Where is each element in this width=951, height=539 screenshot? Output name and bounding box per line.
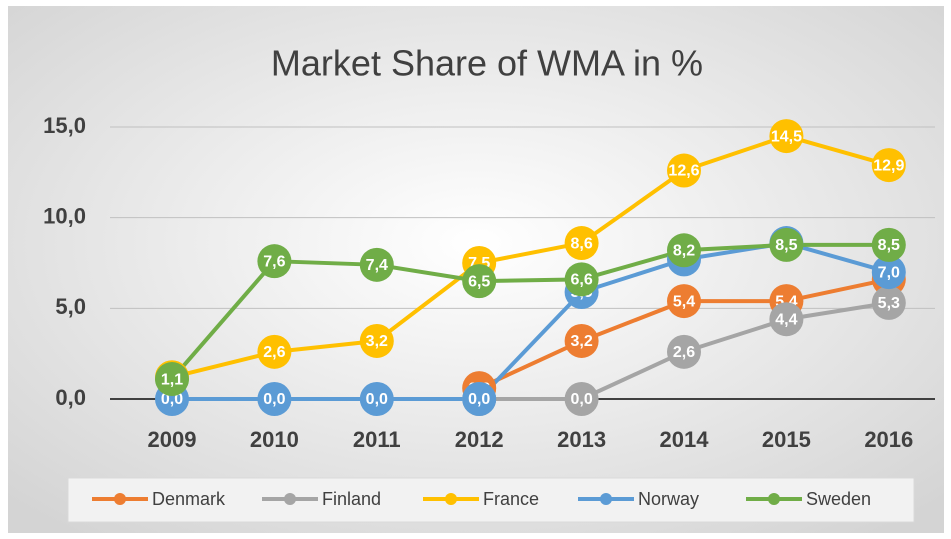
data-point xyxy=(257,334,292,369)
data-point xyxy=(667,153,701,188)
data-label: 8,5 xyxy=(878,237,900,254)
data-label: 14,5 xyxy=(771,128,802,145)
data-point xyxy=(769,119,804,154)
data-label: 0,0 xyxy=(161,391,183,408)
data-point xyxy=(564,226,599,261)
data-point xyxy=(871,148,906,183)
data-point xyxy=(667,233,701,268)
data-point xyxy=(769,227,804,262)
data-label: 0,0 xyxy=(570,391,592,408)
legend-label: Norway xyxy=(638,489,699,509)
series-line xyxy=(170,242,889,381)
x-tick-label: 2013 xyxy=(557,427,606,452)
data-label: 5,3 xyxy=(878,295,900,312)
y-tick-label: 0,0 xyxy=(55,385,86,410)
x-tick-label: 2014 xyxy=(660,427,710,452)
data-label: 4,4 xyxy=(775,311,797,328)
data-point xyxy=(359,382,394,416)
legend-marker xyxy=(114,493,126,505)
legend-marker xyxy=(768,493,780,505)
data-point xyxy=(564,382,599,416)
data-label: 1,1 xyxy=(161,371,183,388)
data-label: 8,2 xyxy=(673,243,695,260)
data-point xyxy=(359,323,394,358)
legend-label: Denmark xyxy=(152,489,226,509)
legend-label: Sweden xyxy=(806,489,871,509)
data-label: 0,0 xyxy=(263,391,285,408)
data-label: 5,4 xyxy=(673,293,695,310)
data-label: 12,9 xyxy=(873,157,904,174)
y-tick-label: 5,0 xyxy=(55,294,86,319)
lines xyxy=(170,134,890,401)
data-label: 8,6 xyxy=(570,235,592,252)
y-tick-label: 10,0 xyxy=(43,203,86,228)
data-point xyxy=(155,362,189,397)
data-point xyxy=(462,264,497,299)
data-label: 8,5 xyxy=(775,237,797,254)
legend-marker xyxy=(600,493,612,505)
data-label: 0,0 xyxy=(366,391,388,408)
data-point xyxy=(564,323,599,358)
data-label: 6,6 xyxy=(570,272,592,289)
x-tick-label: 2009 xyxy=(148,427,197,452)
x-tick-label: 2012 xyxy=(455,427,504,452)
data-label: 3,2 xyxy=(366,333,388,350)
data-point xyxy=(462,382,497,416)
series-line xyxy=(171,134,890,380)
legend-marker xyxy=(284,493,296,505)
legend-marker xyxy=(445,493,457,505)
data-label: 2,6 xyxy=(263,344,285,361)
legend-label: France xyxy=(483,489,539,509)
data-label: 12,6 xyxy=(668,163,699,180)
data-point xyxy=(667,334,701,369)
data-point xyxy=(257,382,292,416)
legend: Denmark Finland France Norway Sweden xyxy=(92,489,871,509)
data-label: 7,6 xyxy=(263,253,285,270)
y-tick-label: 15,0 xyxy=(43,113,86,138)
data-label: 7,4 xyxy=(366,257,388,274)
data-label: 2,6 xyxy=(673,344,695,361)
legend-label: Finland xyxy=(322,489,381,509)
data-point xyxy=(871,227,906,262)
chart-title: Market Share of WMA in % xyxy=(271,43,703,84)
data-point xyxy=(871,285,906,320)
x-tick-label: 2010 xyxy=(250,427,299,452)
markers: 0,63,25,45,46,60,00,02,64,45,31,22,63,27… xyxy=(155,119,906,416)
data-point xyxy=(359,247,394,282)
data-point xyxy=(871,255,906,290)
data-point xyxy=(667,284,701,319)
x-tick-label: 2011 xyxy=(353,427,401,452)
x-tick-label: 2016 xyxy=(864,427,913,452)
data-label: 0,0 xyxy=(468,391,490,408)
data-label: 7,0 xyxy=(878,264,900,281)
data-point xyxy=(769,302,804,337)
data-point xyxy=(257,244,292,279)
data-label: 6,5 xyxy=(468,273,490,290)
data-point xyxy=(564,262,599,297)
x-tick-label: 2015 xyxy=(762,427,811,452)
data-label: 3,2 xyxy=(570,333,592,350)
